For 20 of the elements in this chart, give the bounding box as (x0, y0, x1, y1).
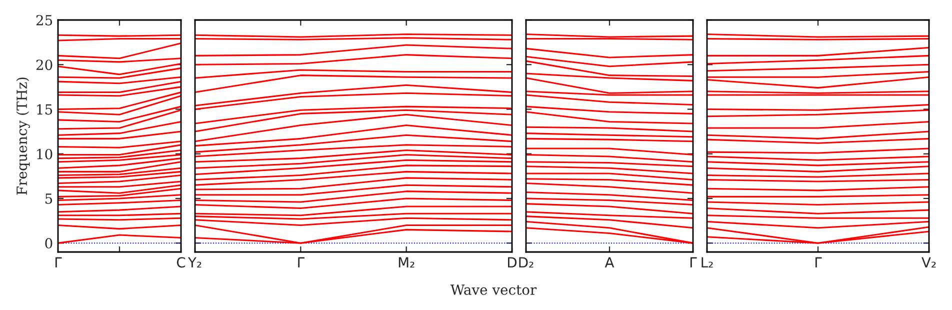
x-tick-label: D (508, 257, 517, 268)
x-tick-label: Y₂ (188, 257, 202, 268)
x-tick-label: Γ (298, 257, 304, 268)
x-tick-label: D₂ (519, 257, 534, 268)
x-axis-title: Wave vector (450, 284, 537, 295)
y-axis-title: Frequency (THz) (16, 78, 30, 195)
x-tick-label: A (604, 257, 614, 268)
x-tick-label: Γ (55, 257, 62, 268)
x-tick-label: M₂ (398, 257, 414, 268)
x-tick-label: L₂ (702, 257, 713, 268)
y-tick-label: 10 (37, 148, 52, 160)
y-tick-label: 25 (36, 14, 52, 26)
x-tick-label: V₂ (922, 257, 936, 268)
y-tick-label: 0 (45, 238, 52, 249)
x-tick-label: C (176, 257, 186, 268)
x-tick-label: Γ (690, 257, 697, 268)
y-tick-label: 5 (45, 194, 52, 204)
y-tick-label: 15 (37, 104, 52, 115)
x-tick-label: Γ (815, 257, 822, 268)
y-tick-label: 20 (36, 60, 52, 70)
